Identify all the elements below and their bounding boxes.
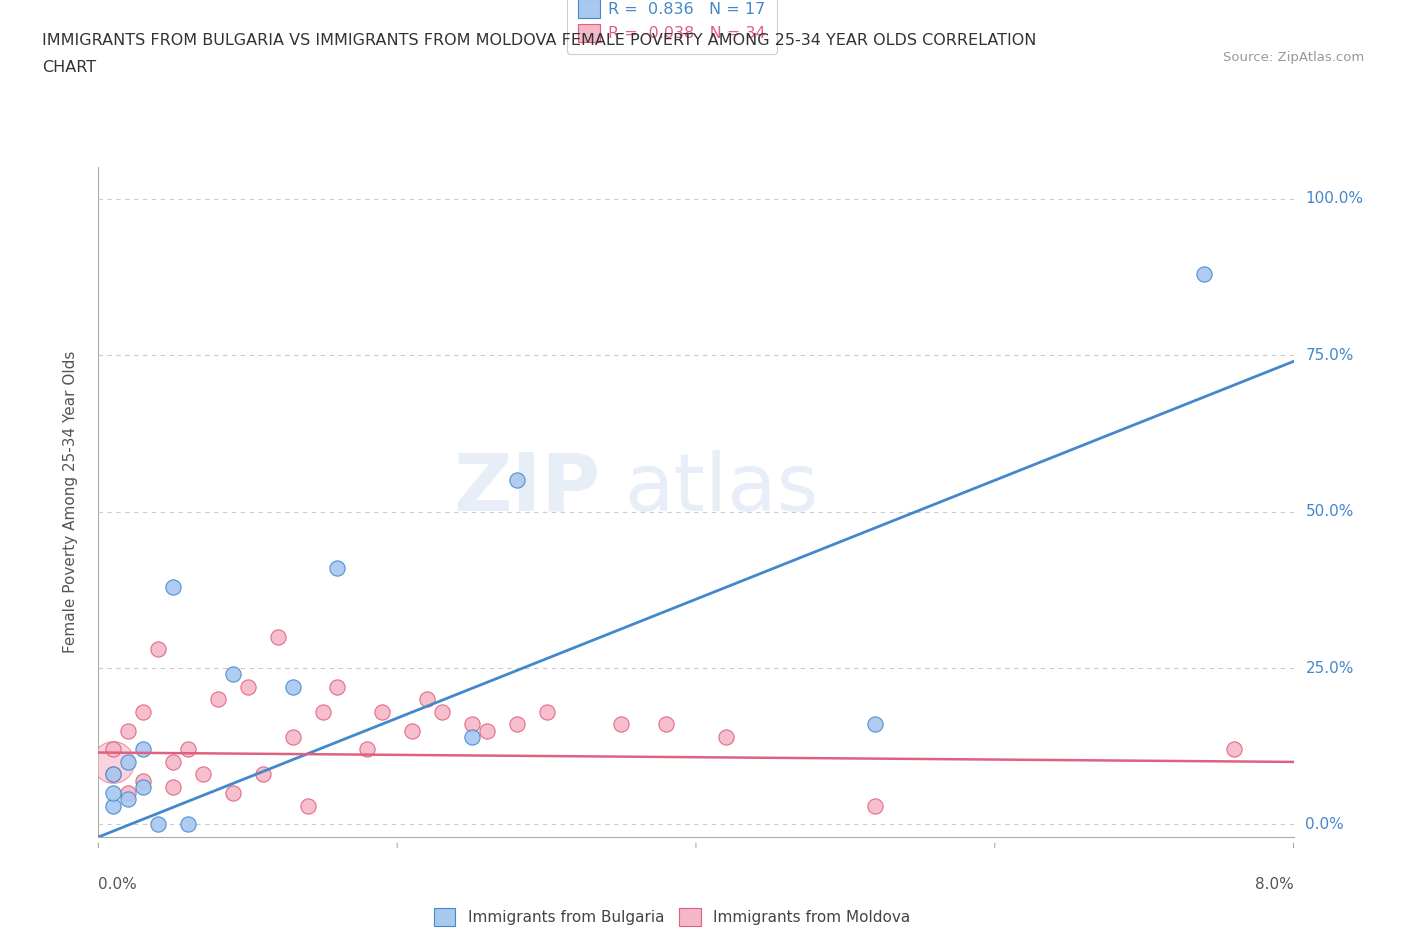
Point (714, 729, 737, 744)
Point (103, 754, 125, 769)
Text: 100.0%: 100.0% (1305, 192, 1364, 206)
Point (148, 642, 170, 657)
Point (267, 630, 290, 644)
Text: 50.0%: 50.0% (1305, 504, 1354, 519)
Point (103, 767, 125, 782)
Point (506, 472, 529, 487)
Point (1192, 266, 1215, 281)
Point (506, 717, 529, 732)
Point (655, 717, 678, 732)
Point (252, 767, 274, 782)
Point (117, 792, 139, 807)
Text: 25.0%: 25.0% (1305, 660, 1354, 675)
Point (326, 561, 349, 576)
Point (132, 773, 155, 788)
Point (177, 817, 200, 832)
Point (281, 729, 304, 744)
Point (371, 704, 394, 719)
Point (222, 667, 245, 682)
Point (356, 742, 378, 757)
Point (103, 767, 125, 782)
Point (536, 704, 558, 719)
Point (162, 779, 184, 794)
Point (132, 742, 155, 757)
Text: 0.0%: 0.0% (1305, 817, 1344, 832)
Point (416, 692, 439, 707)
Text: ZIP: ZIP (453, 450, 600, 528)
Point (430, 704, 453, 719)
Text: 8.0%: 8.0% (1254, 877, 1294, 892)
Point (117, 724, 139, 738)
Point (103, 786, 125, 801)
Point (236, 680, 259, 695)
Point (103, 742, 125, 757)
Point (297, 798, 319, 813)
Point (162, 754, 184, 769)
Text: atlas: atlas (624, 450, 818, 528)
Point (117, 754, 139, 769)
Point (132, 779, 155, 794)
Point (1222, 742, 1246, 757)
Point (103, 798, 125, 813)
Point (132, 704, 155, 719)
Text: Source: ZipAtlas.com: Source: ZipAtlas.com (1223, 51, 1364, 64)
Text: 75.0%: 75.0% (1305, 348, 1354, 363)
Point (281, 680, 304, 695)
Point (610, 717, 633, 732)
Point (475, 724, 498, 738)
Text: CHART: CHART (42, 60, 96, 75)
Point (177, 742, 200, 757)
Point (863, 798, 886, 813)
Text: 0.0%: 0.0% (98, 877, 138, 892)
Point (207, 692, 229, 707)
Point (311, 704, 333, 719)
Point (401, 724, 423, 738)
Point (117, 786, 139, 801)
Point (222, 786, 245, 801)
Point (326, 680, 349, 695)
Text: IMMIGRANTS FROM BULGARIA VS IMMIGRANTS FROM MOLDOVA FEMALE POVERTY AMONG 25-34 Y: IMMIGRANTS FROM BULGARIA VS IMMIGRANTS F… (42, 33, 1036, 47)
Point (461, 729, 484, 744)
Point (148, 817, 170, 832)
Point (191, 767, 214, 782)
Point (863, 717, 886, 732)
Point (461, 717, 484, 732)
Point (162, 579, 184, 594)
Legend: Immigrants from Bulgaria, Immigrants from Moldova: Immigrants from Bulgaria, Immigrants fro… (423, 897, 921, 930)
Y-axis label: Female Poverty Among 25-34 Year Olds: Female Poverty Among 25-34 Year Olds (63, 351, 77, 654)
